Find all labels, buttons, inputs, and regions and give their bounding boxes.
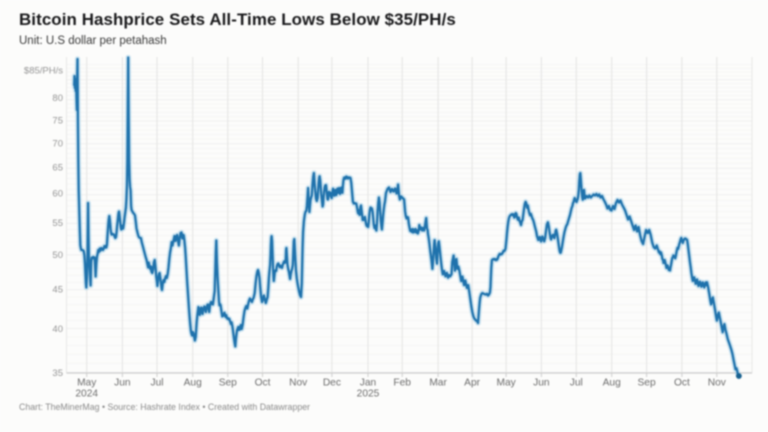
svg-text:May: May	[77, 378, 97, 389]
svg-text:75: 75	[52, 116, 63, 127]
svg-text:Apr: Apr	[464, 378, 480, 389]
svg-text:Feb: Feb	[393, 378, 411, 389]
svg-text:45: 45	[52, 285, 63, 296]
svg-text:2025: 2025	[357, 389, 380, 400]
svg-text:35: 35	[52, 368, 63, 379]
svg-text:Nov: Nov	[708, 378, 727, 389]
svg-text:55: 55	[52, 218, 63, 229]
svg-text:80: 80	[52, 93, 63, 104]
svg-text:2024: 2024	[75, 389, 98, 400]
svg-text:65: 65	[52, 163, 63, 174]
svg-text:50: 50	[52, 250, 63, 261]
svg-text:$85/PH/s: $85/PH/s	[24, 66, 63, 77]
svg-text:Nov: Nov	[289, 378, 308, 389]
svg-text:Mar: Mar	[429, 378, 447, 389]
svg-text:Jun: Jun	[114, 378, 130, 389]
svg-text:40: 40	[52, 324, 63, 335]
svg-text:70: 70	[52, 139, 63, 150]
svg-text:Jan: Jan	[360, 378, 376, 389]
svg-text:Sep: Sep	[219, 378, 237, 389]
svg-text:Jul: Jul	[570, 378, 583, 389]
svg-text:Aug: Aug	[184, 378, 202, 389]
svg-text:Oct: Oct	[255, 378, 271, 389]
svg-text:Oct: Oct	[674, 378, 690, 389]
svg-text:Sep: Sep	[638, 378, 656, 389]
svg-text:May: May	[496, 378, 516, 389]
svg-text:Aug: Aug	[603, 378, 621, 389]
svg-text:60: 60	[52, 189, 63, 200]
svg-text:Jun: Jun	[533, 378, 549, 389]
svg-text:Jul: Jul	[150, 378, 163, 389]
svg-text:Dec: Dec	[323, 378, 341, 389]
